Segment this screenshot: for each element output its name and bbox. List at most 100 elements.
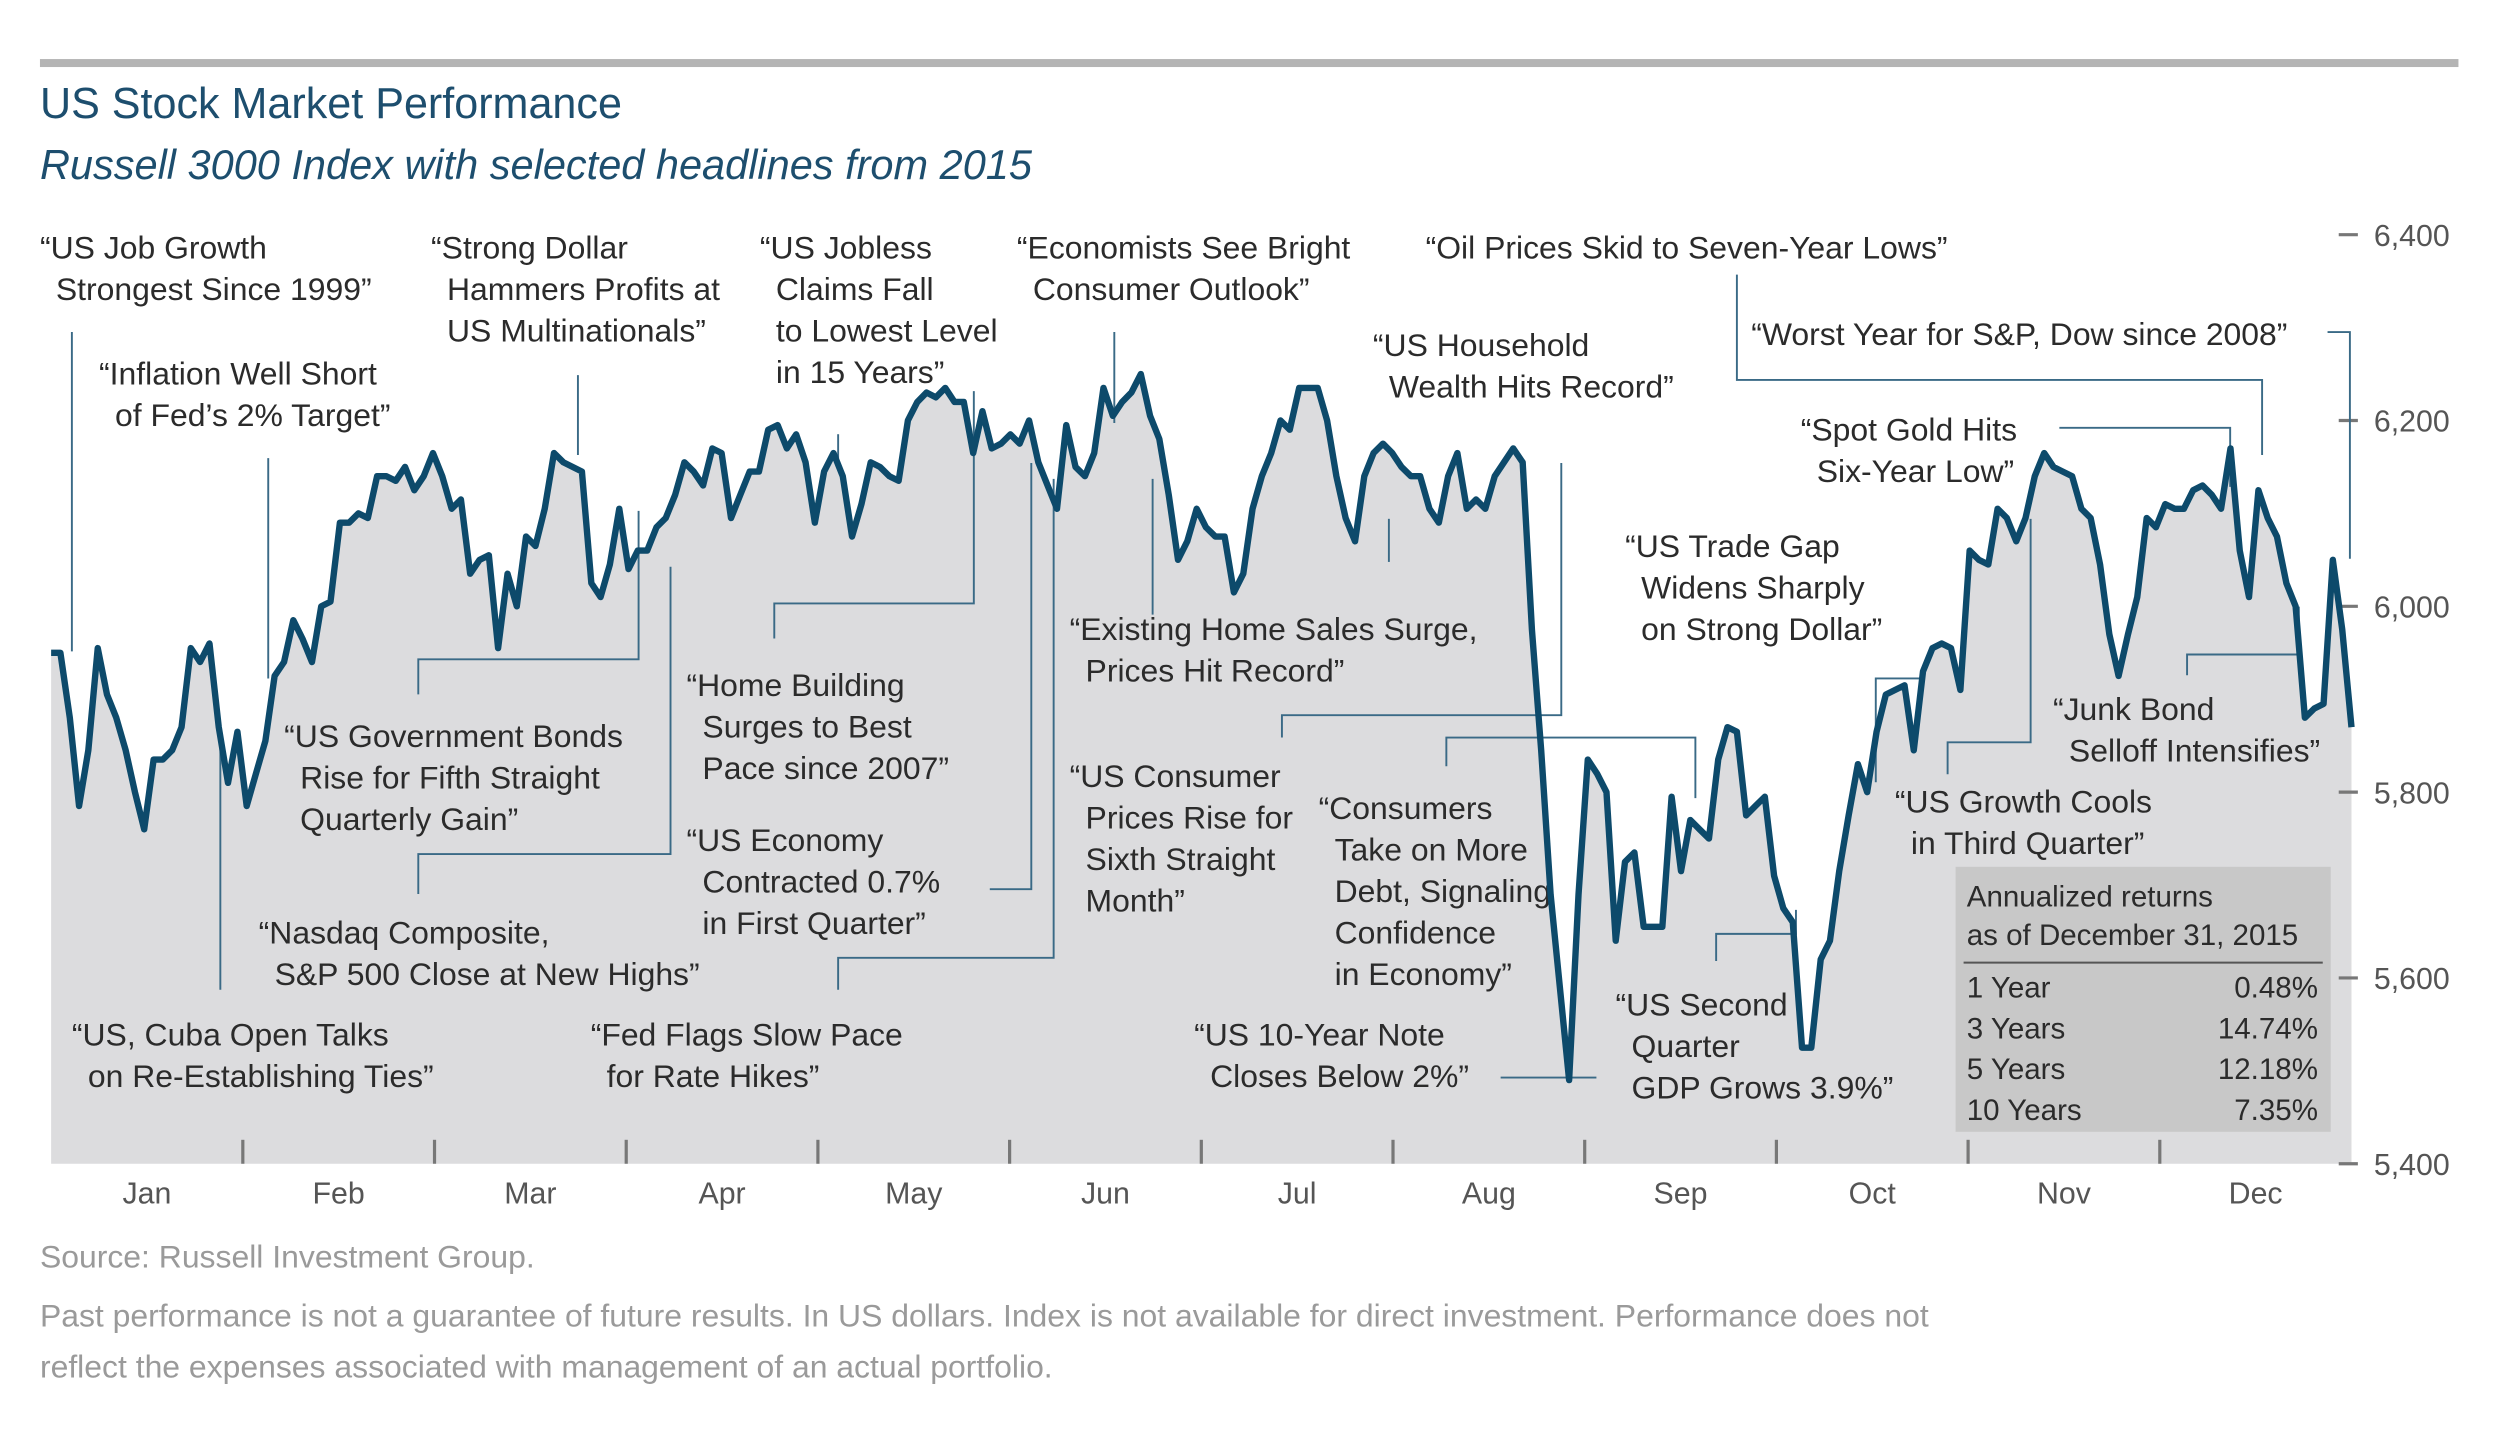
table-cell: 7.35% [2234, 1094, 2318, 1127]
annotation: US Multinationals” [447, 313, 706, 349]
x-tick-label: Mar [504, 1178, 556, 1211]
annotation: Pace since 2007” [702, 750, 949, 786]
table-cell: 1 Year [1967, 972, 2051, 1005]
annotation: “Nasdaq Composite, [259, 914, 550, 950]
line [51, 370, 2355, 1084]
annotation: “Home Building [686, 667, 904, 703]
chart-subtitle: Russell 3000 Index with selected headlin… [40, 141, 1033, 188]
leader-line [2059, 426, 2232, 487]
annotation: “Spot Gold Hits [1801, 412, 2017, 448]
leader-line [417, 510, 640, 695]
annotation: “US Jobless [760, 230, 932, 266]
annotation: “US Job Growth [40, 230, 267, 266]
chart-title: US Stock Market Performance [40, 80, 622, 128]
table-cell: 5 Years [1967, 1053, 2065, 1086]
annotation: “Economists See Bright [1017, 230, 1351, 266]
annotation: Prices Hit Record” [1086, 653, 1345, 689]
annotation: Wealth Hits Record” [1389, 368, 1674, 404]
annotation: Quarter [1632, 1028, 1741, 1064]
leader-line [773, 391, 975, 639]
annotation: “Inflation Well Short [99, 356, 377, 392]
annotation: Claims Fall [776, 271, 934, 307]
annotation: “US Economy [686, 822, 883, 858]
annotation: “Fed Flags Slow Pace [591, 1017, 903, 1053]
leader-line [989, 462, 1033, 891]
annotation: “Consumers [1319, 790, 1493, 826]
area [51, 374, 2352, 1164]
annotation: “US Growth Cools [1895, 784, 2152, 820]
table-cell: 14.74% [2218, 1012, 2318, 1045]
annotation: Confidence [1335, 914, 1496, 950]
annotation: Prices Rise for [1086, 800, 1294, 836]
table-title: as of December 31, 2015 [1967, 919, 2298, 952]
annotation: in First Quarter” [702, 905, 925, 941]
annotation: on Re-Establishing Ties” [88, 1058, 434, 1094]
annotation: “US Household [1373, 327, 1589, 363]
annotation: “Strong Dollar [431, 230, 628, 266]
annotation: Take on More [1335, 831, 1528, 867]
footnote-line: reflect the expenses associated with man… [40, 1349, 1053, 1385]
x-tick-label: Aug [1462, 1178, 1516, 1211]
y-tick-label: 6,200 [2374, 406, 2450, 439]
annotation: Selloff Intensifies” [2069, 732, 2320, 768]
annotation: in Economy” [1335, 956, 1512, 992]
annotation: “US Government Bonds [284, 718, 623, 754]
table-cell: 10 Years [1967, 1094, 2082, 1127]
leader-line [417, 566, 672, 894]
y-tick-label: 6,400 [2374, 220, 2450, 253]
footnote-line: Past performance is not a guarantee of f… [40, 1298, 1929, 1334]
annotation: Surges to Best [702, 709, 911, 745]
y-tick-label: 6,000 [2374, 591, 2450, 624]
returns-box [1955, 866, 2331, 1132]
top-rule [39, 59, 2459, 68]
leader-line [2327, 331, 2351, 559]
table-cell: 0.48% [2234, 972, 2318, 1005]
x-tick-label: Jun [1081, 1178, 1130, 1211]
annotation: “Existing Home Sales Surge, [1070, 611, 1478, 647]
x-tick-label: Oct [1849, 1178, 1897, 1211]
annotation: Rise for Fifth Straight [300, 760, 600, 796]
annotation: “US Consumer [1070, 758, 1281, 794]
x-tick-label: Jan [123, 1178, 172, 1211]
annotation: “US, Cuba Open Talks [72, 1017, 389, 1053]
annotation: Debt, Signaling [1335, 873, 1551, 909]
annotation: “Oil Prices Skid to Seven-Year Lows” [1426, 230, 1948, 266]
annotation: “Junk Bond [2053, 691, 2214, 727]
annotation: Hammers Profits at [447, 271, 720, 307]
annotation: Six-Year Low” [1817, 453, 2014, 489]
leader-line [1445, 736, 1697, 799]
annotation: Sixth Straight [1086, 841, 1276, 877]
annotation: Month” [1086, 883, 1185, 919]
annotation: Quarterly Gain” [300, 801, 518, 837]
x-tick-label: Jul [1278, 1178, 1317, 1211]
leader-line [1715, 909, 1797, 962]
y-tick-label: 5,800 [2374, 777, 2450, 810]
annotation: “US Second [1616, 986, 1788, 1022]
annotation: on Strong Dollar” [1641, 611, 1882, 647]
annotation: Widens Sharply [1641, 570, 1864, 606]
annotation: Consumer Outlook” [1033, 271, 1310, 307]
y-tick-label: 5,600 [2374, 963, 2450, 996]
leader-line [1735, 274, 2264, 455]
x-tick-label: Sep [1654, 1178, 1708, 1211]
leader-line [837, 478, 1055, 990]
annotation: S&P 500 Close at New Highs” [275, 956, 700, 992]
annotation: “Worst Year for S&P, Dow since 2008” [1751, 316, 2287, 352]
annotation: “US 10-Year Note [1194, 1017, 1445, 1053]
leader-line [1280, 462, 1563, 738]
leader-line [1946, 518, 2032, 775]
annotation: of Fed’s 2% Target” [115, 397, 391, 433]
annotation: Closes Below 2%” [1210, 1058, 1469, 1094]
x-tick-label: Feb [313, 1178, 365, 1211]
annotation: “US Trade Gap [1625, 528, 1840, 564]
annotation: Contracted 0.7% [702, 863, 940, 899]
annotation: GDP Grows 3.9%” [1632, 1069, 1894, 1105]
annotation: for Rate Hikes” [607, 1058, 820, 1094]
x-tick-label: Dec [2229, 1178, 2283, 1211]
annotation: to Lowest Level [776, 313, 998, 349]
x-tick-label: Nov [2037, 1178, 2092, 1211]
y-tick-label: 5,400 [2374, 1149, 2450, 1182]
annotation: in Third Quarter” [1911, 825, 2144, 861]
x-tick-label: May [885, 1178, 943, 1211]
